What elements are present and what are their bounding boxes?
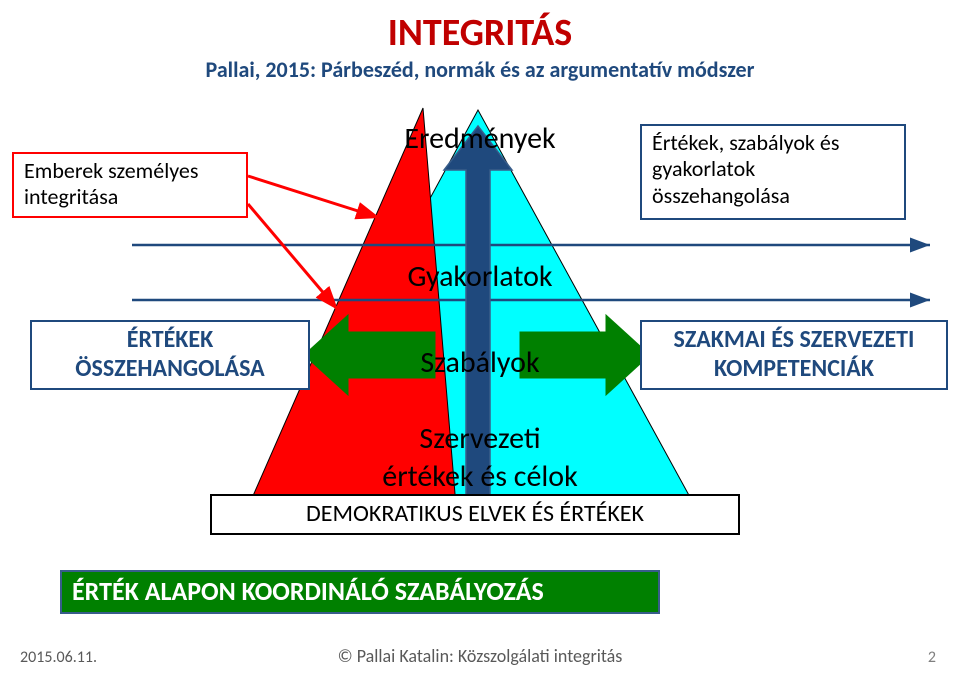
- box-emberek: Emberek személyesintegritása: [12, 152, 248, 218]
- box-ertek-alapon: ÉRTÉK ALAPON KOORDINÁLÓ SZABÁLYOZÁS: [60, 570, 660, 614]
- footer-center: © Pallai Katalin: Közszolgálati integrit…: [0, 645, 960, 667]
- slide-title: INTEGRITÁS: [0, 10, 960, 56]
- slide-stage: INTEGRITÁS Pallai, 2015: Párbeszéd, norm…: [0, 0, 960, 679]
- box-szakmai: SZAKMAI ÉS SZERVEZETIKOMPETENCIÁK: [640, 320, 948, 390]
- triangle-label: értékek és célok: [280, 458, 680, 495]
- triangle-label: Szervezeti: [330, 420, 630, 457]
- slide-subtitle: Pallai, 2015: Párbeszéd, normák és az ar…: [0, 56, 960, 83]
- footer-page: 2: [928, 648, 936, 667]
- triangle-label: Gyakorlatok: [330, 258, 630, 295]
- triangle-label: Eredmények: [330, 120, 630, 157]
- box-ertekek: Értékek, szabályok ésgyakorlatokösszehan…: [640, 124, 906, 220]
- triangle-label: Szabályok: [330, 344, 630, 381]
- box-demokratikus: DEMOKRATIKUS ELVEK ÉS ÉRTÉKEK: [210, 494, 740, 535]
- box-ertekek-osszehangolasa: ÉRTÉKEKÖSSZEHANGOLÁSA: [30, 320, 310, 390]
